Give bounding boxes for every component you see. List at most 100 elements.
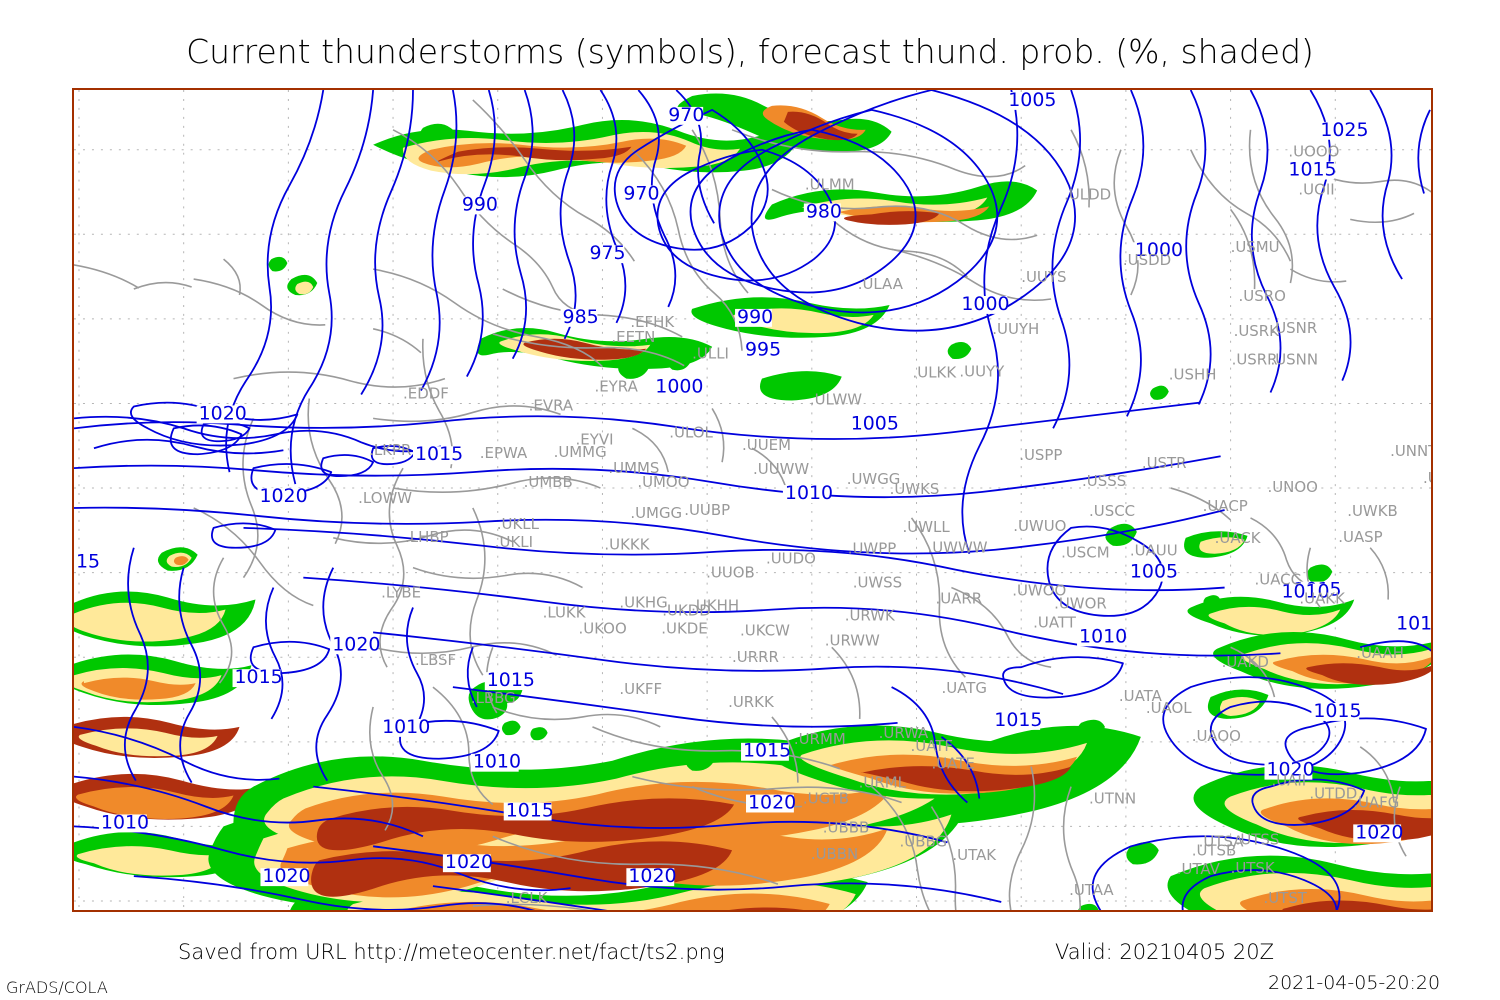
station-label: .UWGG [847,470,901,488]
isobar-label: 990 [462,193,498,215]
station-label: .LOWW [358,489,412,507]
isobar-label: 1020 [1355,821,1403,843]
station-label: .USSS [1082,472,1126,490]
station-label: .USDD [1123,251,1171,269]
station-label: .UWKS [890,480,940,498]
station-label: .UKLI [495,533,533,551]
station-label: .LCLK [506,889,549,907]
station-label: .LKPR [369,441,411,459]
isobar-label: 1020 [199,402,247,424]
isobar-label-backing [848,415,897,434]
station-label: .UUWW [753,460,809,478]
station-label: .ULWW [810,390,862,408]
weather-map-panel[interactable]: 970 990 970 980 975 1005 1025 1015 985 990 995 1000… [72,88,1433,912]
station-label: .UATE [931,755,974,773]
station-label: .EFHK [630,313,675,331]
map-canvas[interactable]: 970 990 970 980 975 1005 1025 1015 985 990 995 1000… [74,90,1431,910]
isobar-label-backing [959,295,1008,314]
station-label: .UBBN [811,845,858,863]
isobar-label: 1010 [1079,625,1127,647]
isobar-label: 970 [668,104,704,126]
isobar-label-backing [459,196,497,215]
station-label: .EPWA [480,444,528,462]
isobar-label: 1015 [1313,700,1361,722]
isobar-label: 1015 [506,799,554,821]
station-label: .LBBG [471,689,516,707]
isobar-label: 1010 [473,751,521,773]
station-label: .UKOO [579,619,627,637]
station-label: .UWLL [903,518,951,536]
isobar-label-backing [735,308,772,327]
shade-blob [1078,903,1099,910]
isobar-label: 970 [623,182,659,204]
station-label: .UATG [941,679,986,697]
station-label: .UATF [911,737,954,755]
station-label: .UTSS [1236,830,1280,848]
isobar-label: 1020 [1266,759,1314,781]
isobar-label-backing [330,636,379,655]
isobar-label: 1020 [332,633,380,655]
station-label: .UACC [1255,571,1302,589]
station-label: .UKFF [619,680,662,698]
isobar-label-backing [746,794,794,813]
isobar-label: 1010 [1281,581,1329,603]
station-label: .ULLI [692,345,729,363]
station-label: .USPP [1019,446,1062,464]
station-label: .URMM [794,730,846,748]
isobar-label-backing [587,245,625,264]
isobar-label-backing [743,341,780,360]
station-label: .EYVI [576,430,614,448]
isobar-label-backing [621,185,659,204]
isobar-label-backing [1394,615,1431,634]
isobar-label: 1010 [785,482,833,504]
station-label: .UKDD [662,601,711,619]
station-label: .UTST [1263,889,1307,907]
station-label: .UMBB [524,473,573,491]
station-label: .UUYS [1021,268,1066,286]
shade-blob [759,371,842,401]
shade-blob [268,256,288,272]
station-label: .UAKK [1299,590,1346,608]
station-label: .UACP [1203,497,1248,515]
isobar-label-backing [484,672,533,691]
isobar-label: 1025 [1320,119,1368,141]
station-label: .EETN [611,328,655,346]
isobar-label-backing [1006,91,1055,110]
isobar-label: 1015 [1288,159,1336,181]
isobar-label: 1020 [262,865,310,887]
station-label: .UAII [1271,772,1306,790]
isobar-label: 1000 [961,293,1009,315]
station-label: .UWKB [1347,502,1398,520]
station-label: .EYRA [594,378,638,396]
station-label: .USRR [1232,351,1278,369]
station-label: .UAOL [1146,699,1192,717]
isobar-label: 1005 [1008,90,1056,111]
station-label: .ULDD [1064,185,1111,203]
station-label: .URWW [825,631,880,649]
station-label: .URML [859,774,907,792]
station-labels: .ULMM .ULDD .UOOO .UOII .ULAA .UUYS .USMU .USDD… [358,143,1431,907]
shade-blob [1150,385,1169,400]
shade-blob [420,123,453,141]
station-label: .UAUU [1130,542,1178,560]
station-label: .EVRA [529,396,574,414]
station-label: .UKLL [497,515,540,533]
station-label: .URWA [879,724,929,742]
isobar-label-backing [782,485,831,503]
isobar-label-backing [653,378,702,397]
station-label: .USHH [1169,366,1217,384]
isobar-label: 1015 [1396,612,1431,634]
generation-timestamp: 2021-04-05-20:20 [1268,972,1441,994]
station-label: .USRO [1239,287,1286,305]
isobar-label-backing [560,308,598,327]
thunderstorm-probability-shading [74,93,1431,910]
station-label: .UAKD [1222,653,1269,671]
station-label: .UTAA [1069,881,1114,899]
station-label: .UWWW [927,539,987,557]
isobar-label-backing [1353,824,1402,843]
station-label: .UKKK [604,536,650,554]
station-label: .UAAH [1356,644,1404,662]
station-label: .UTAV [1177,860,1221,878]
isobar-label: 1015 [415,443,463,465]
isobar-label: 1020 [445,851,493,873]
